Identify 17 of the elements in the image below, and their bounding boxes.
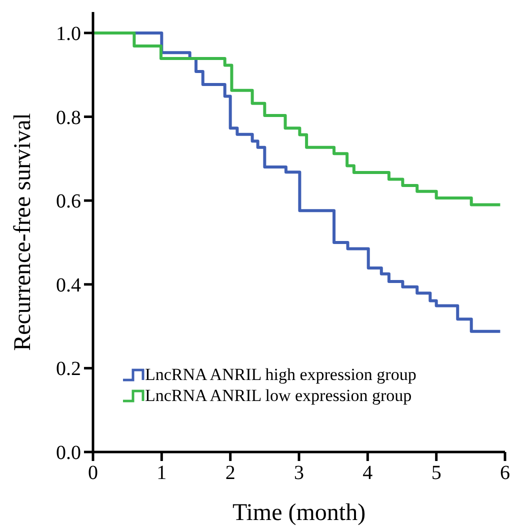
x-tick-label: 5 (431, 462, 442, 484)
x-tick-label: 3 (294, 462, 304, 484)
y-tick-label: 1.0 (56, 22, 81, 45)
x-axis-title: Time (month) (232, 500, 366, 526)
x-tick-label: 1 (156, 462, 167, 484)
y-tick-label: 0.6 (56, 190, 81, 213)
x-tick-label: 0 (88, 462, 98, 484)
x-tick-label: 6 (500, 462, 510, 484)
y-tick-label: 0.8 (56, 106, 81, 129)
legend-label: LncRNA ANRIL low expression group (145, 386, 412, 405)
x-tick-label: 4 (362, 462, 373, 484)
y-tick-label: 0.4 (56, 274, 81, 296)
x-tick-label: 2 (225, 462, 236, 484)
y-tick-label: 0.2 (56, 358, 81, 380)
y-axis-title: Recurrence-free survival (10, 112, 36, 351)
legend-label: LncRNA ANRIL high expression group (145, 364, 416, 384)
y-tick-label: 0.0 (56, 442, 81, 464)
